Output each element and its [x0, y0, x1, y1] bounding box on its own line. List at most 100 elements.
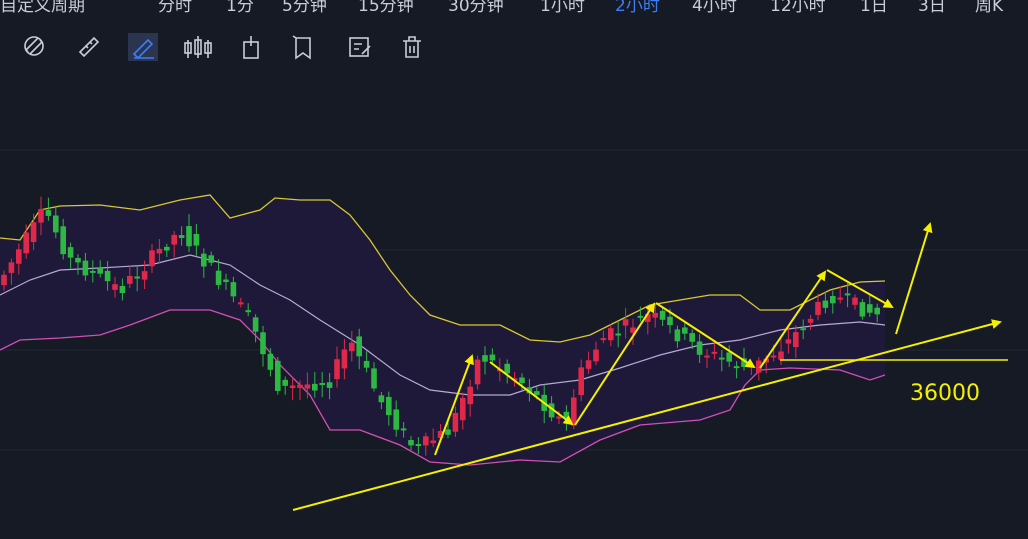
candle-body	[474, 359, 481, 385]
period-tab[interactable]: 1小时	[540, 0, 585, 16]
candle-body	[363, 360, 370, 368]
candle-body	[304, 384, 311, 389]
candle-body	[526, 387, 533, 394]
bollinger-bands	[0, 194, 886, 466]
candle-body	[16, 249, 22, 264]
candle-body	[711, 351, 718, 354]
candle-body	[415, 444, 422, 447]
period-tab[interactable]: 3日	[918, 0, 946, 16]
tool-delete[interactable]	[403, 36, 421, 58]
arrow	[759, 270, 827, 369]
candle-body	[326, 382, 333, 388]
tool-measure[interactable]	[24, 36, 44, 56]
period-tab[interactable]: 2小时	[615, 0, 660, 16]
candle-body	[622, 319, 629, 326]
candle-body	[267, 353, 274, 370]
band-lower	[0, 309, 886, 466]
candle-body	[393, 409, 399, 430]
period-tab[interactable]: 30分钟	[448, 0, 504, 16]
candle-body	[30, 222, 37, 242]
candle-body	[193, 233, 200, 246]
candle-body	[400, 428, 407, 431]
candle-body	[741, 358, 747, 367]
candle-body	[637, 315, 644, 318]
period-tab[interactable]: 4小时	[692, 0, 737, 16]
candle-body	[97, 267, 103, 274]
period-tab[interactable]: 1日	[860, 0, 888, 16]
candle-body	[297, 384, 303, 388]
candle-body	[171, 234, 177, 245]
candle-body	[8, 262, 15, 273]
candle-body	[164, 246, 170, 251]
candle-body	[356, 336, 362, 357]
candle-body	[571, 397, 577, 426]
candle-body	[430, 440, 436, 444]
candle-body	[230, 282, 237, 297]
tool-ruler[interactable]	[78, 36, 100, 58]
tool-note[interactable]	[292, 35, 311, 60]
candle-body	[615, 333, 621, 336]
candle-body	[371, 368, 377, 389]
arrow	[434, 354, 474, 456]
candle-body	[859, 302, 866, 317]
tool-candle[interactable]	[184, 36, 212, 58]
candle-body	[667, 316, 673, 326]
candle-body	[67, 247, 74, 258]
candle-body	[874, 307, 880, 315]
candle-body	[674, 329, 681, 342]
candle-body	[852, 297, 858, 305]
period-tab[interactable]: 12小时	[770, 0, 826, 16]
candle-body	[238, 302, 244, 305]
candle-body	[467, 386, 473, 405]
candle-body	[578, 367, 584, 396]
period-tab[interactable]: 周K	[975, 0, 1004, 16]
candle-body	[334, 359, 340, 380]
period-tab[interactable]: 5分钟	[282, 0, 327, 16]
arrow	[655, 302, 756, 369]
period-tab[interactable]: 分时	[158, 0, 192, 16]
candle-body	[223, 279, 229, 282]
trend-line	[292, 319, 1002, 511]
period-tab[interactable]: 自定义周期	[0, 0, 85, 16]
candle-body	[104, 270, 111, 282]
candle-body	[178, 235, 185, 239]
candle-body	[378, 395, 385, 403]
user-drawings	[292, 222, 1008, 511]
candle-body	[312, 383, 318, 391]
candle-body	[437, 430, 444, 439]
candle-body	[408, 440, 414, 446]
candle-body	[770, 355, 777, 358]
candle-body	[149, 250, 155, 267]
candle-body	[815, 301, 821, 315]
arrow	[826, 269, 894, 308]
tool-position[interactable]	[243, 36, 259, 59]
candle-body	[837, 297, 843, 300]
period-tab[interactable]: 15分钟	[358, 0, 414, 16]
candle-body	[252, 317, 259, 332]
candle-body	[645, 314, 651, 322]
candle-body	[556, 416, 562, 419]
candle-body	[807, 318, 814, 323]
candle-body	[482, 355, 488, 362]
candle-body	[186, 226, 192, 247]
period-tab[interactable]: 1分	[226, 0, 254, 16]
price-annotation: 36000	[910, 381, 980, 406]
candle-body	[60, 226, 66, 255]
candle-body	[156, 248, 163, 254]
tool-pen[interactable]	[128, 33, 158, 61]
tool-text[interactable]	[349, 37, 371, 57]
candle-body	[733, 366, 740, 369]
candle-body	[504, 363, 510, 374]
candle-body	[778, 351, 784, 360]
candle-body	[53, 215, 59, 233]
candle-body	[682, 327, 688, 334]
candle-body	[341, 349, 348, 369]
drawing-toolbar	[24, 33, 421, 61]
arrow	[489, 361, 574, 426]
candle-body	[519, 377, 525, 384]
kline-chart: 36000	[0, 149, 1028, 511]
candle-body	[386, 396, 392, 416]
candle-body	[452, 412, 459, 432]
candle-body	[82, 260, 89, 276]
